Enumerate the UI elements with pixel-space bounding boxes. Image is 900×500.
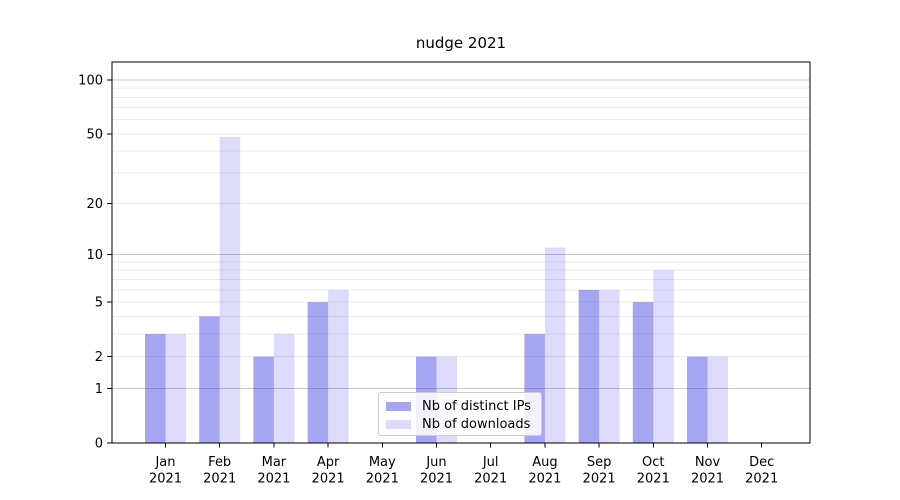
- x-tick-label-year-dec: 2021: [745, 472, 778, 487]
- x-tick-label-month-jul: Jul: [482, 455, 499, 470]
- legend-swatch-downloads: [386, 420, 411, 429]
- y-tick-label-2: 2: [95, 350, 103, 365]
- x-tick-label-year-feb: 2021: [203, 472, 236, 487]
- x-tick-label-month-jun: Jun: [425, 455, 446, 470]
- bar-downloads-mar: [273, 333, 295, 443]
- x-tick-label-month-dec: Dec: [749, 455, 774, 470]
- bar-downloads-nov: [707, 356, 728, 443]
- x-tick-label-month-apr: Apr: [317, 455, 340, 470]
- legend-label-distinct-ips: Nb of distinct IPs: [422, 399, 531, 414]
- x-tick-label-month-may: May: [369, 455, 396, 470]
- x-tick-label-year-aug: 2021: [528, 472, 561, 487]
- x-tick-label-year-apr: 2021: [312, 472, 345, 487]
- y-tick-label-20: 20: [86, 197, 103, 212]
- legend-item-distinct-ips: Nb of distinct IPs: [386, 398, 534, 415]
- chart-title: nudge 2021: [415, 34, 507, 52]
- bar-downloads-oct: [653, 270, 674, 443]
- y-tick-label-5: 5: [95, 296, 103, 311]
- bar-distinct-ips-nov: [687, 356, 708, 443]
- bar-distinct-ips-oct: [632, 302, 654, 443]
- bar-distinct-ips-jan: [145, 333, 166, 443]
- y-tick-label-10: 10: [86, 248, 103, 263]
- bar-downloads-sep: [599, 289, 620, 443]
- legend-item-downloads: Nb of downloads: [386, 416, 534, 433]
- x-tick-label-year-jan: 2021: [149, 472, 182, 487]
- x-tick-label-month-sep: Sep: [587, 455, 612, 470]
- x-tick-label-year-mar: 2021: [257, 472, 290, 487]
- x-tick-label-month-mar: Mar: [262, 455, 287, 470]
- legend-swatch-distinct-ips: [386, 402, 411, 411]
- bar-distinct-ips-mar: [253, 356, 274, 443]
- x-tick-label-year-jun: 2021: [420, 472, 453, 487]
- y-tick-label-1: 1: [95, 382, 103, 397]
- x-tick-label-year-oct: 2021: [637, 472, 670, 487]
- bar-distinct-ips-apr: [307, 302, 329, 443]
- bar-downloads-aug: [544, 247, 566, 443]
- plot-border: [111, 61, 811, 444]
- y-tick-label-100: 100: [78, 74, 103, 89]
- y-tick-label-0: 0: [95, 437, 103, 452]
- x-tick-label-month-jan: Jan: [154, 455, 175, 470]
- y-tick-label-50: 50: [86, 127, 103, 142]
- x-tick-label-year-may: 2021: [366, 472, 399, 487]
- x-tick-label-month-aug: Aug: [532, 455, 557, 470]
- bar-distinct-ips-sep: [578, 289, 600, 443]
- legend: Nb of distinct IPs Nb of downloads: [378, 392, 542, 436]
- bar-distinct-ips-feb: [199, 316, 220, 443]
- x-tick-label-year-jul: 2021: [474, 472, 507, 487]
- bar-downloads-feb: [219, 136, 241, 443]
- bar-downloads-jan: [165, 333, 186, 443]
- x-tick-label-month-nov: Nov: [695, 455, 721, 470]
- x-tick-label-year-sep: 2021: [583, 472, 616, 487]
- bar-downloads-apr: [328, 289, 349, 443]
- x-tick-label-year-nov: 2021: [691, 472, 724, 487]
- x-tick-label-month-oct: Oct: [642, 455, 664, 470]
- legend-label-downloads: Nb of downloads: [422, 417, 531, 432]
- x-tick-label-month-feb: Feb: [208, 455, 231, 470]
